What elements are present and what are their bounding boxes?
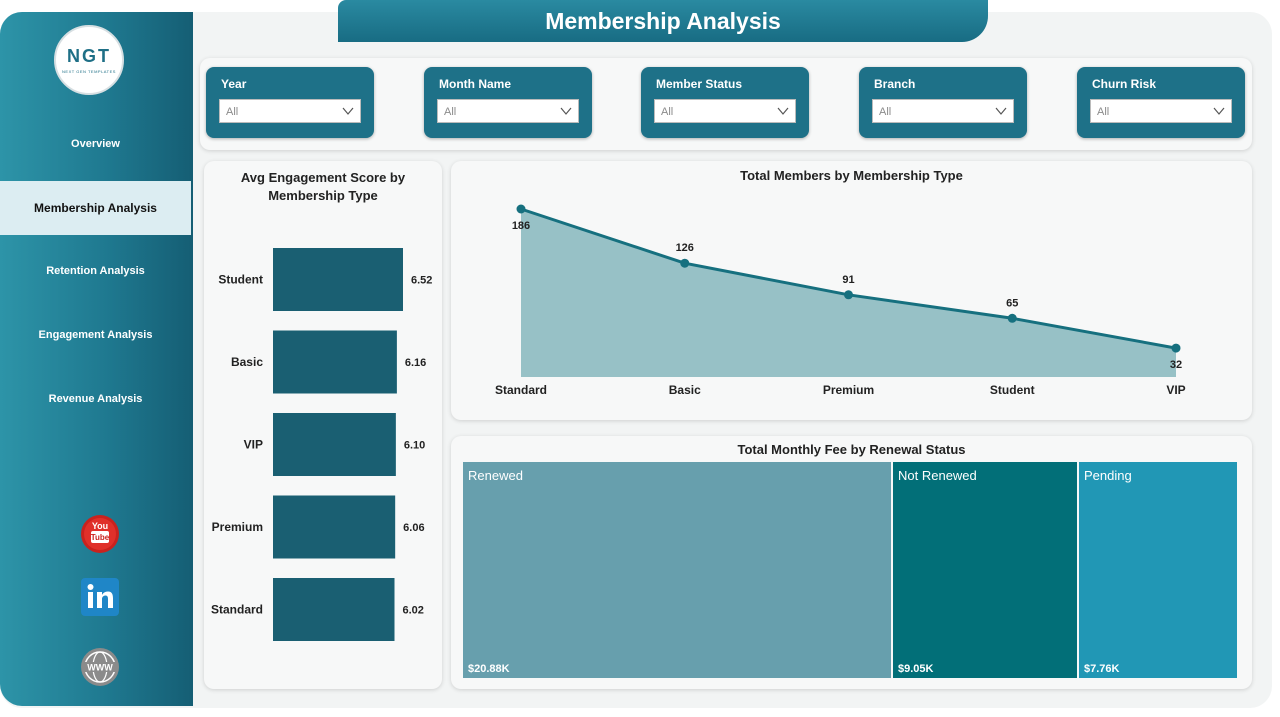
category-label: Basic	[231, 355, 263, 369]
branch-dropdown[interactable]: All	[872, 99, 1014, 123]
member-status-dropdown[interactable]: All	[654, 99, 796, 123]
data-point	[1171, 343, 1181, 353]
data-label: $9.05K	[898, 663, 934, 675]
chevron-down-icon	[995, 107, 1007, 115]
filter-label: Member Status	[656, 77, 743, 91]
filter-year: Year All	[206, 67, 374, 138]
nav-item-label: Revenue Analysis	[48, 393, 143, 405]
company-logo: NGT NEXT GEN TEMPLATES	[54, 25, 124, 95]
filter-label: Year	[221, 77, 247, 91]
tile-label: Renewed	[468, 468, 523, 483]
chevron-down-icon	[777, 107, 789, 115]
chevron-down-icon	[1213, 107, 1225, 115]
data-label: 91	[842, 274, 854, 286]
data-label: 186	[512, 220, 530, 232]
filter-month-name: Month Name All	[424, 67, 592, 138]
data-label: $7.76K	[1084, 663, 1120, 675]
category-label: Student	[218, 273, 263, 287]
x-tick-label: Student	[990, 383, 1035, 397]
data-label: 6.06	[403, 522, 424, 534]
data-label: 6.10	[404, 440, 425, 452]
chart-title: Total Members by Membership Type	[740, 168, 963, 183]
filter-member-status: Member Status All	[641, 67, 809, 138]
members-chart-card: Total Members by Membership Type 186 Stan…	[451, 161, 1252, 420]
youtube-icon[interactable]: You Tube	[80, 514, 120, 554]
nav-item-membership-analysis[interactable]: Membership Analysis	[0, 181, 191, 235]
tile-label: Pending	[1084, 468, 1132, 483]
year-dropdown[interactable]: All	[219, 99, 361, 123]
data-label: 65	[1006, 297, 1018, 309]
data-label: 126	[676, 242, 694, 254]
engagement-chart-card: Avg Engagement Score by Membership Type …	[204, 161, 442, 689]
chart-title: Total Monthly Fee by Renewal Status	[737, 442, 966, 457]
dropdown-value: All	[661, 106, 674, 118]
bar	[273, 413, 396, 476]
filter-label: Month Name	[439, 77, 511, 91]
x-tick-label: Standard	[495, 383, 547, 397]
data-label: 6.52	[411, 275, 432, 287]
dropdown-value: All	[879, 106, 892, 118]
data-label: $20.88K	[468, 663, 510, 675]
nav-item-label: Membership Analysis	[34, 201, 157, 215]
nav-item-overview[interactable]: Overview	[0, 117, 191, 171]
chart-title: Avg Engagement Score by Membership Type	[240, 170, 406, 203]
filter-churn-risk: Churn Risk All	[1077, 67, 1245, 138]
fee-chart-card: Total Monthly Fee by Renewal Status Rene…	[451, 436, 1252, 689]
page-title-banner: Membership Analysis	[338, 0, 988, 42]
nav-item-retention-analysis[interactable]: Retention Analysis	[0, 244, 191, 298]
x-tick-label: VIP	[1166, 383, 1185, 397]
data-point	[516, 204, 526, 214]
page-title: Membership Analysis	[545, 7, 781, 34]
svg-text:Tube: Tube	[91, 533, 110, 542]
chevron-down-icon	[342, 107, 354, 115]
logo-subtext: NEXT GEN TEMPLATES	[62, 69, 116, 74]
engagement-bar-chart: Student 6.52 Basic 6.16 VIP 6.10 Premium 6.06 St…	[211, 248, 432, 641]
dropdown-value: All	[444, 106, 457, 118]
treemap-tile: Not Renewed $9.05K	[893, 462, 1077, 678]
x-tick-label: Premium	[823, 383, 874, 397]
data-label: 32	[1170, 359, 1182, 371]
svg-text:You: You	[92, 521, 108, 531]
data-label: 6.16	[405, 357, 426, 369]
bar	[273, 578, 395, 641]
x-tick-label: Basic	[669, 383, 701, 397]
dropdown-value: All	[226, 106, 239, 118]
bar	[273, 330, 397, 394]
nav-item-engagement-analysis[interactable]: Engagement Analysis	[0, 308, 191, 362]
treemap-tile: Renewed $20.88K	[463, 462, 891, 678]
bar	[273, 495, 396, 559]
dropdown-value: All	[1097, 106, 1110, 118]
logo-text: NGT	[67, 46, 111, 66]
chevron-down-icon	[560, 107, 572, 115]
filter-branch: Branch All	[859, 67, 1027, 138]
members-area-chart: 186 Standard 126 Basic 91 Premium 65 Student 32 V…	[495, 204, 1186, 397]
nav-item-label: Overview	[71, 138, 120, 150]
svg-text:WWW: WWW	[87, 663, 113, 673]
data-point	[680, 258, 690, 268]
data-point	[844, 290, 853, 300]
month-name-dropdown[interactable]: All	[437, 99, 579, 123]
nav-item-label: Engagement Analysis	[38, 329, 153, 341]
filter-label: Branch	[874, 77, 916, 91]
nav-item-revenue-analysis[interactable]: Revenue Analysis	[0, 372, 191, 426]
data-point	[1007, 313, 1017, 323]
churn-risk-dropdown[interactable]: All	[1090, 99, 1232, 123]
category-label: Premium	[212, 520, 263, 534]
bar	[273, 248, 403, 311]
data-label: 6.02	[403, 605, 424, 617]
linkedin-icon[interactable]	[80, 577, 120, 617]
nav-item-label: Retention Analysis	[46, 265, 145, 277]
category-label: Standard	[211, 603, 263, 617]
www-globe-icon[interactable]: WWW	[80, 647, 120, 687]
area-fill	[521, 209, 1176, 377]
fee-treemap: Renewed $20.88K Not Renewed $9.05K Pending $7…	[463, 462, 1239, 678]
category-label: VIP	[244, 438, 263, 452]
tile-label: Not Renewed	[898, 468, 977, 483]
filter-label: Churn Risk	[1092, 77, 1157, 91]
treemap-tile: Pending $7.76K	[1079, 462, 1237, 678]
